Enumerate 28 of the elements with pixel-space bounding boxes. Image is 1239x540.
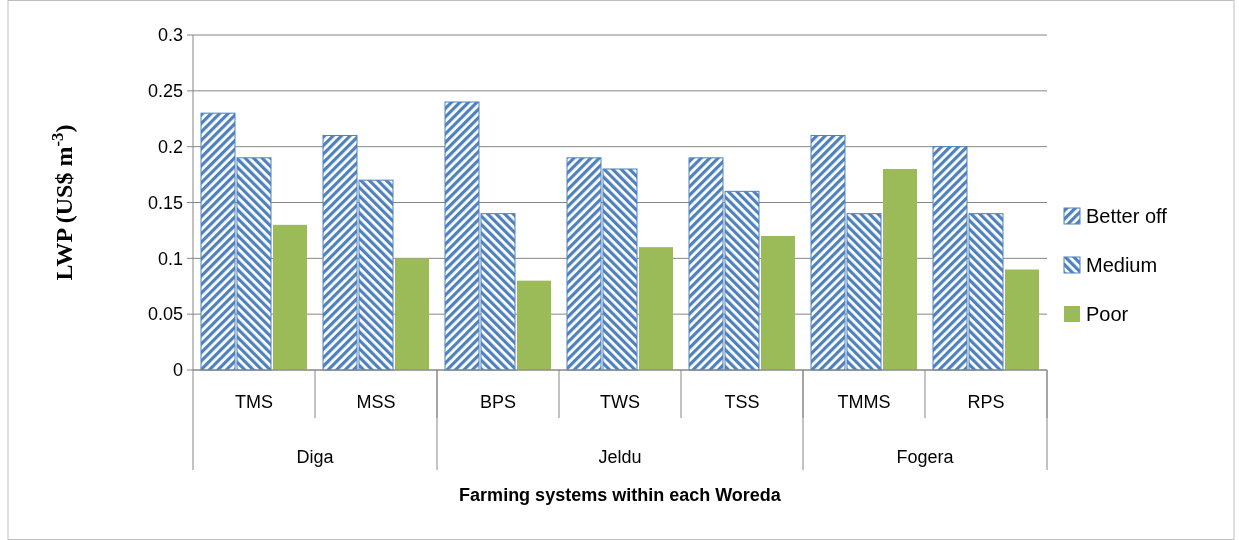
x-tick-label: TMMS [837,392,891,412]
x-tick-label: BPS [479,392,517,412]
bar [273,224,307,370]
bar [395,258,429,370]
bar [883,169,917,370]
text: Fogera [896,447,955,467]
bar [1005,269,1039,370]
y-tick-label: 0 [172,360,183,381]
bar [517,280,551,370]
x-axis-title: Farming systems within each Woreda [459,485,782,505]
x-tick-label: RPS [967,392,1005,412]
bar [761,236,795,370]
y-tick-label: 0.3 [157,25,183,46]
x-tick-label: MSS [356,392,396,412]
x-tick-label: TWS [600,392,640,412]
y-tick-label: 0.15 [147,192,183,213]
bar [639,247,673,370]
legend-label: Poor [1086,303,1129,325]
x-tick-label: TSS [724,392,760,412]
legend-label: Medium [1086,254,1158,276]
text: Diga [296,447,335,467]
x-tick-label: TMS [235,392,273,412]
y-tick-label: 0.2 [157,136,183,157]
text: Jeldu [598,447,642,467]
legend-label: Better off [1086,205,1168,227]
y-tick-label: 0.05 [147,304,183,325]
y-tick-label: 0.1 [157,248,183,269]
y-tick-label: 0.25 [147,81,183,102]
